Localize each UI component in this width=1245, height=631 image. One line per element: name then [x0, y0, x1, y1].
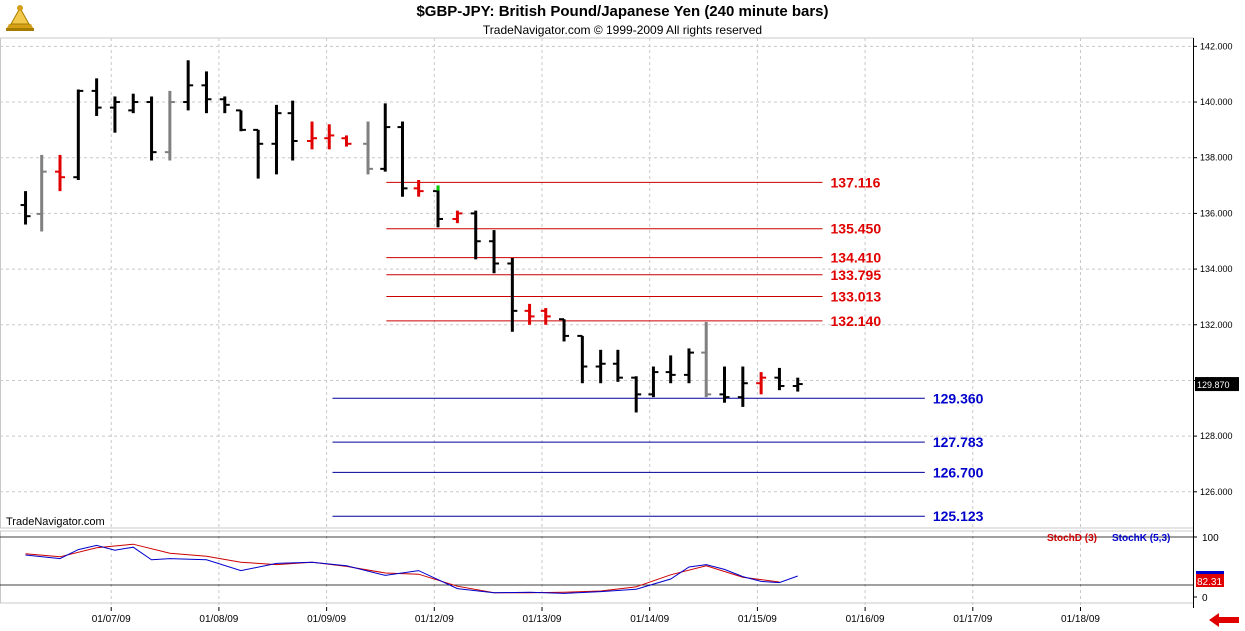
- price-tick-label: 140.000: [1200, 97, 1233, 107]
- price-level-label: 133.795: [831, 267, 882, 283]
- price-level-label: 127.783: [933, 434, 984, 450]
- date-tick-label: 01/15/09: [738, 614, 777, 625]
- grid-lines: [0, 37, 1194, 607]
- legend-stochk: StochK (5,3): [1112, 533, 1170, 544]
- date-tick-label: 01/14/09: [630, 614, 669, 625]
- price-level-label: 134.410: [831, 250, 882, 266]
- last-price-box: [1195, 377, 1239, 392]
- stoch-last-box-d: [1196, 574, 1224, 587]
- logo-icon: [6, 5, 34, 31]
- price-tick-label: 126.000: [1200, 487, 1233, 497]
- date-tick-label: 01/18/09: [1061, 614, 1100, 625]
- stoch-line: [25, 543, 780, 594]
- chart-title: $GBP-JPY: British Pound/Japanese Yen (24…: [416, 3, 829, 20]
- scroll-arrow-icon[interactable]: [1207, 612, 1241, 628]
- price-bars: [20, 60, 803, 413]
- price-level-label: 137.116: [831, 174, 881, 190]
- price-tick-label: 138.000: [1200, 153, 1233, 163]
- price-level-label: 125.123: [933, 508, 984, 524]
- legend-stochd: StochD (3): [1047, 533, 1097, 544]
- price-tick-label: 136.000: [1200, 208, 1233, 218]
- price-axis: 126.000128.000130.000132.000134.000136.0…: [1193, 38, 1239, 608]
- price-level-label: 135.450: [831, 221, 882, 237]
- date-tick-label: 01/12/09: [415, 614, 454, 625]
- date-tick-label: 01/16/09: [846, 614, 885, 625]
- price-tick-label: 128.000: [1200, 431, 1233, 441]
- date-tick-label: 01/17/09: [953, 614, 992, 625]
- price-level-label: 133.013: [831, 289, 882, 305]
- watermark: TradeNavigator.com: [6, 516, 105, 528]
- date-tick-label: 01/07/09: [92, 614, 131, 625]
- chart-subtitle: TradeNavigator.com © 1999-2009 All right…: [482, 23, 763, 37]
- stoch-tick-label: 0: [1202, 593, 1208, 604]
- stoch-line: [25, 544, 798, 594]
- date-tick-label: 01/08/09: [199, 614, 238, 625]
- price-panel-frame: [0, 37, 1194, 529]
- price-tick-label: 134.000: [1200, 264, 1233, 274]
- date-axis: 01/07/09 01/08/09 01/09/09 01/12/09 01/13/09…: [92, 607, 1100, 625]
- stochastic-panel: 0 100 StochD (3) StochK (5,3) 82.31: [0, 533, 1224, 604]
- stoch-tick-label: 100: [1202, 533, 1219, 544]
- price-level-label: 132.140: [831, 313, 882, 329]
- date-tick-label: 01/13/09: [523, 614, 562, 625]
- price-level-label: 129.360: [933, 390, 984, 406]
- price-tick-label: 132.000: [1200, 320, 1233, 330]
- last-price-label: 129.870: [1197, 380, 1230, 390]
- price-tick-label: 142.000: [1200, 41, 1233, 51]
- price-level-label: 126.700: [933, 464, 984, 480]
- date-tick-label: 01/09/09: [307, 614, 346, 625]
- stoch-last-value: 82.31: [1197, 577, 1222, 588]
